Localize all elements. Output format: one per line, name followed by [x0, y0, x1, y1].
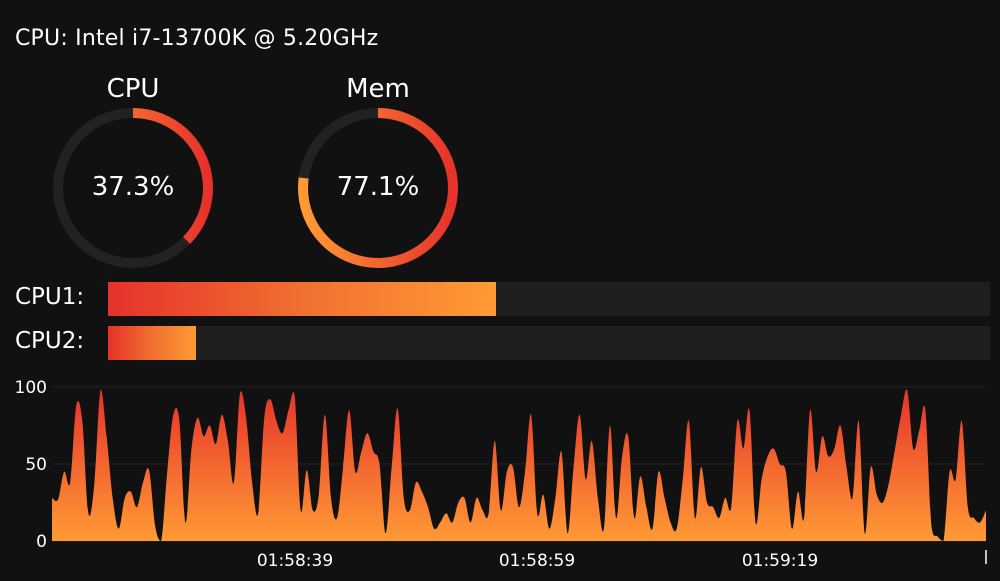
- cpu-gauge-label: CPU: [106, 74, 160, 104]
- mem-gauge-ring: [298, 108, 458, 268]
- x-tick-label: 01:58:39: [257, 551, 333, 571]
- cpu1-bar-row: CPU1:: [0, 282, 1000, 316]
- cpu-gauge-value: 37.3%: [91, 172, 175, 202]
- cpu1-bar-fill: [108, 282, 497, 316]
- cpu-gauge-ring: [53, 108, 213, 268]
- y-tick-label: 0: [36, 532, 47, 552]
- cpu1-bar-label: CPU1:: [15, 284, 85, 310]
- cpu-gauge-arc: [53, 108, 213, 268]
- mem-gauge-label: Mem: [346, 74, 410, 104]
- mem-gauge: Mem 77.1%: [298, 74, 468, 274]
- cpu-history-chart: 0 50 100 01:58:39 01:58:59 01:59:19: [15, 378, 987, 571]
- cpu-model-title: CPU: Intel i7-13700K @ 5.20GHz: [15, 26, 379, 51]
- y-tick-label: 50: [25, 455, 47, 475]
- y-tick-label: 100: [15, 378, 47, 398]
- cpu2-bar-row: CPU2:: [0, 326, 1000, 360]
- cpu2-bar-label: CPU2:: [15, 328, 85, 354]
- cpu2-bar-fill: [108, 326, 197, 360]
- x-tick-label: 01:59:19: [742, 551, 818, 571]
- x-tick-label: 01:58:59: [499, 551, 575, 571]
- cpu-gauge: CPU 37.3%: [53, 74, 223, 274]
- mem-gauge-value: 77.1%: [336, 172, 420, 202]
- mem-gauge-arc: [298, 108, 458, 268]
- cpu2-bar-track: [108, 326, 990, 360]
- cpu1-bar-track: [108, 282, 990, 316]
- cpu-usage-area: [52, 389, 986, 541]
